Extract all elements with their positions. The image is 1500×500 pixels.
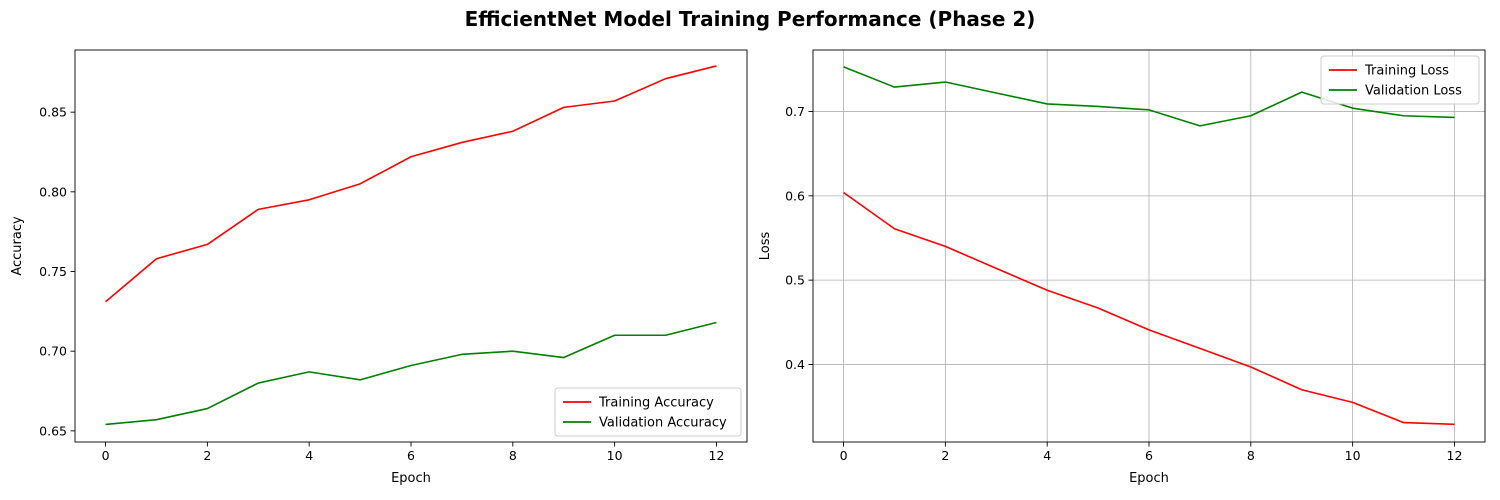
y-tick-label: 0.75 bbox=[39, 264, 67, 279]
x-tick-label: 8 bbox=[509, 448, 517, 463]
y-tick-label: 0.5 bbox=[785, 273, 805, 288]
y-axis-label: Accuracy bbox=[10, 216, 25, 276]
chart-2: 0 2 4 6 8 10 12 0.4 0.5 0.6 0.7 Epoch Loss Training L… bbox=[758, 49, 1486, 486]
y-tick-label: 0.65 bbox=[39, 423, 67, 438]
y-tick-label: 0.80 bbox=[39, 184, 67, 199]
series-line-validation-accuracy bbox=[105, 321, 717, 426]
legend-entry: Validation Loss bbox=[1365, 84, 1462, 99]
series-line-validation-loss bbox=[843, 66, 1455, 127]
x-tick-label: 12 bbox=[1447, 448, 1463, 463]
grid bbox=[813, 50, 1485, 442]
legend-entry: Training Loss bbox=[1364, 64, 1449, 79]
figure-title: EfficientNet Model Training Performance … bbox=[465, 7, 1036, 31]
x-axis-label: Epoch bbox=[1129, 471, 1169, 486]
x-axis-label: Epoch bbox=[391, 471, 431, 486]
legend-box bbox=[1320, 55, 1480, 105]
series-line-training-loss bbox=[843, 191, 1455, 426]
x-tick-label: 8 bbox=[1247, 448, 1255, 463]
y-tick-label: 0.7 bbox=[785, 104, 805, 119]
chart-1: 0 2 4 6 8 10 12 0.65 0.70 0.75 0.80 0.85 Epoch Accura… bbox=[10, 49, 748, 486]
x-tick-label: 2 bbox=[941, 448, 949, 463]
legend-entry: Training Accuracy bbox=[598, 396, 714, 411]
y-tick-label: 0.70 bbox=[39, 344, 67, 359]
charts-container: 0 2 4 6 8 10 120.650.700.750.800.85EpochAccura… bbox=[10, 49, 1486, 486]
x-tick-label: 12 bbox=[709, 448, 725, 463]
x-tick-label: 2 bbox=[203, 448, 211, 463]
legend: Training Accuracy Validation Accuracy bbox=[554, 387, 742, 437]
x-tick-label: 10 bbox=[607, 448, 623, 463]
x-tick-label: 6 bbox=[1145, 448, 1153, 463]
y-tick-label: 0.4 bbox=[785, 357, 805, 372]
x-tick-label: 0 bbox=[840, 448, 848, 463]
y-tick-label: 0.6 bbox=[785, 188, 805, 203]
series-line-training-accuracy bbox=[105, 65, 717, 303]
axes-frame bbox=[74, 49, 748, 443]
legend-entry: Validation Accuracy bbox=[599, 416, 727, 431]
x-tick-label: 0 bbox=[102, 448, 110, 463]
y-axis-label: Loss bbox=[758, 232, 773, 261]
x-tick-label: 4 bbox=[1043, 448, 1051, 463]
x-tick-label: 6 bbox=[407, 448, 415, 463]
legend: Training Loss Validation Loss bbox=[1320, 55, 1480, 105]
x-tick-label: 10 bbox=[1345, 448, 1361, 463]
legend-box bbox=[554, 387, 742, 437]
x-tick-label: 4 bbox=[305, 448, 313, 463]
y-tick-label: 0.85 bbox=[39, 105, 67, 120]
